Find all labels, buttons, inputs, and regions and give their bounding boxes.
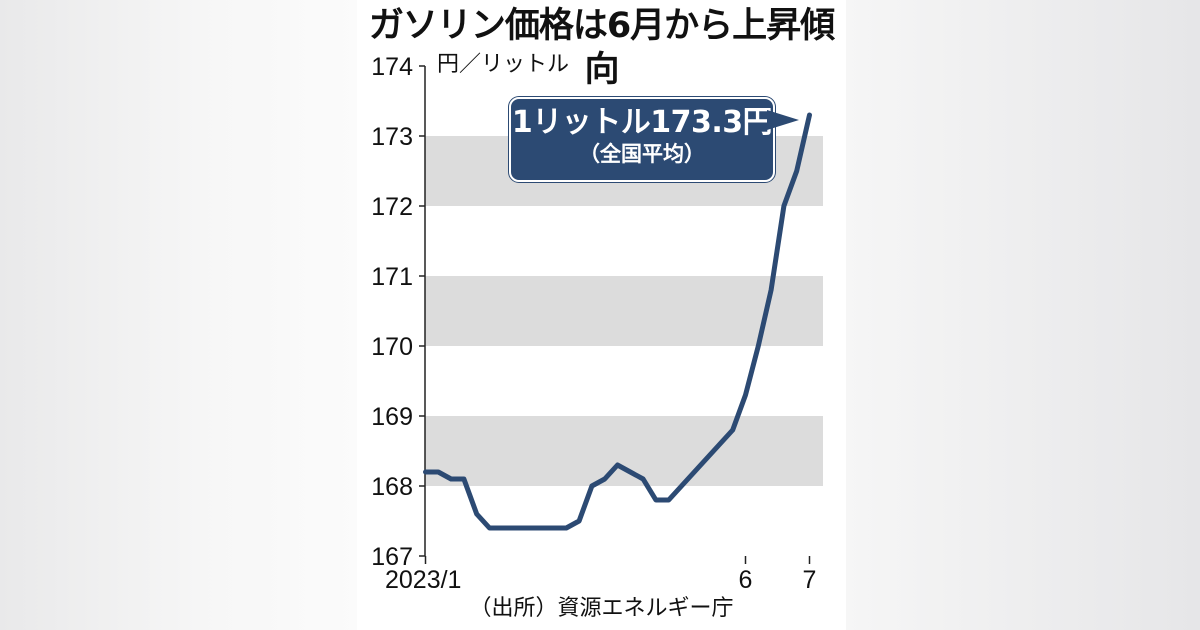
grid-band <box>425 276 823 346</box>
grid-band <box>425 416 823 486</box>
chart-title: ガソリン価格は6月から上昇傾向 <box>368 6 835 90</box>
y-tick-label: 168 <box>371 473 413 501</box>
callout-pointer <box>767 110 799 130</box>
value-callout: 1リットル173.3円 （全国平均） <box>509 97 775 182</box>
y-tick-label: 173 <box>371 123 413 151</box>
chart-card: ガソリン価格は6月から上昇傾向 167 168 169 170 171 172 173 174… <box>357 0 846 630</box>
x-tick-label: 6 <box>739 566 753 594</box>
y-tick-label: 167 <box>371 543 413 571</box>
y-tick-label: 170 <box>371 333 413 361</box>
callout-subtext: （全国平均） <box>579 142 705 166</box>
y-tick-label: 169 <box>371 403 413 431</box>
y-tick-label: 172 <box>371 193 413 221</box>
unit-label: 円／リットル <box>437 52 570 77</box>
source-note: （出所）資源エネルギー庁 <box>469 596 734 621</box>
x-tick-label: 2023/1 <box>385 566 461 594</box>
line-chart: 167 168 169 170 171 172 173 174 2023/1 6 7 <box>371 53 823 594</box>
y-tick-label: 174 <box>371 53 413 81</box>
callout-value: 1リットル173.3円 <box>511 105 773 140</box>
y-tick-label: 171 <box>371 263 413 291</box>
series-line <box>423 112 812 531</box>
x-tick-label: 7 <box>803 566 817 594</box>
